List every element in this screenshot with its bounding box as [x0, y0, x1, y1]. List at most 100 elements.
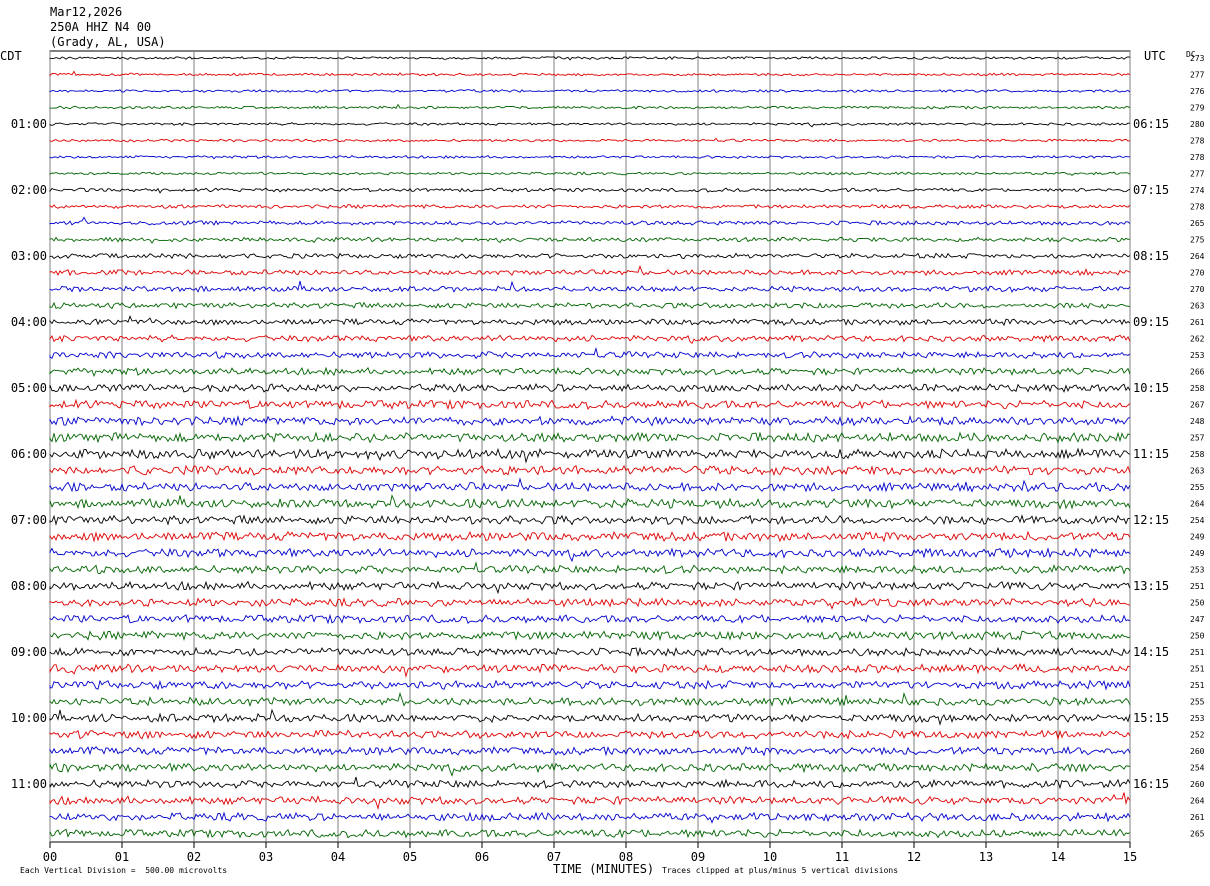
x-tick-label: 02: [187, 850, 201, 864]
dc-offset-label: 251: [1190, 582, 1205, 591]
trace-line: [49, 662, 1131, 678]
dc-offset-label: 278: [1190, 137, 1205, 146]
x-tick-label: 10: [763, 850, 777, 864]
dc-offset-label: 264: [1190, 500, 1205, 509]
trace-line: [49, 56, 1131, 61]
traces: [49, 56, 1131, 839]
plot-frame: [49, 50, 1131, 843]
dc-offset-label: 278: [1190, 153, 1205, 162]
left-hour-label: 08:00: [11, 579, 47, 593]
trace-line: [49, 431, 1131, 444]
trace-line: [49, 346, 1131, 360]
trace-line: [49, 301, 1131, 310]
x-tick-label: 12: [907, 850, 921, 864]
dc-offset-label: 280: [1190, 120, 1205, 129]
dc-offset-label: 264: [1190, 797, 1205, 806]
trace-line: [49, 691, 1131, 708]
x-tick-label: 09: [691, 850, 705, 864]
right-timezone-label: UTC: [1144, 49, 1166, 63]
dc-offset-label: 273: [1190, 54, 1205, 63]
x-tick-label: 14: [1051, 850, 1065, 864]
trace-line: [49, 811, 1131, 824]
dc-offset-label: 251: [1190, 681, 1205, 690]
trace-line: [49, 265, 1131, 277]
dc-offset-labels: 273 277 276 279 280 278 278 277 274 278 265 275 264 2…: [1190, 54, 1205, 839]
dc-offset-label: 257: [1190, 434, 1205, 443]
dc-offset-label: 250: [1190, 632, 1205, 641]
dc-offset-label: 277: [1190, 170, 1205, 179]
left-hour-label: 03:00: [11, 249, 47, 263]
dc-offset-label: 274: [1190, 186, 1205, 195]
dc-offset-label: 278: [1190, 203, 1205, 212]
x-axis-ticks: 00 01 02 03 04 05 06 07 08 09 10 11 12 13 14 15: [43, 842, 1137, 864]
dc-offset-label: 267: [1190, 401, 1205, 410]
dc-offset-label: 261: [1190, 813, 1205, 822]
right-hour-label: 11:15: [1133, 447, 1169, 461]
x-tick-label: 07: [547, 850, 561, 864]
right-time-labels: 06:15 07:15 08:15 09:15 10:15 11:15 12:15 13:15…: [1133, 117, 1169, 791]
header-date: Mar12,2026: [50, 5, 123, 19]
trace-line: [49, 216, 1131, 226]
right-hour-label: 15:15: [1133, 711, 1169, 725]
right-hour-label: 16:15: [1133, 777, 1169, 791]
x-tick-label: 00: [43, 850, 57, 864]
x-tick-label: 06: [475, 850, 489, 864]
dc-offset-label: 251: [1190, 648, 1205, 657]
trace-line: [49, 171, 1131, 176]
trace-line: [49, 137, 1131, 143]
dc-offset-label: 265: [1190, 830, 1205, 839]
trace-line: [49, 334, 1131, 345]
trace-line: [49, 646, 1131, 658]
dc-offset-label: 277: [1190, 71, 1205, 80]
trace-line: [49, 514, 1131, 526]
trace-line: [49, 187, 1131, 194]
trace-line: [49, 89, 1131, 93]
x-tick-label: 08: [619, 850, 633, 864]
left-hour-label: 06:00: [11, 447, 47, 461]
left-timezone-label: CDT: [0, 49, 22, 63]
trace-line: [49, 366, 1131, 378]
left-hour-label: 04:00: [11, 315, 47, 329]
trace-line: [49, 252, 1131, 260]
x-tick-label: 15: [1123, 850, 1137, 864]
trace-line: [49, 745, 1131, 757]
trace-line: [49, 613, 1131, 625]
trace-line: [49, 203, 1131, 210]
dc-offset-label: 252: [1190, 731, 1205, 740]
dc-offset-label: 279: [1190, 104, 1205, 113]
dc-offset-label: 248: [1190, 417, 1205, 426]
left-hour-label: 09:00: [11, 645, 47, 659]
trace-line: [49, 477, 1131, 493]
left-hour-label: 02:00: [11, 183, 47, 197]
trace-line: [49, 630, 1131, 642]
right-hour-label: 12:15: [1133, 513, 1169, 527]
dc-offset-label: 255: [1190, 483, 1205, 492]
dc-offset-label: 247: [1190, 615, 1205, 624]
dc-offset-label: 249: [1190, 549, 1205, 558]
trace-line: [49, 776, 1131, 790]
trace-line: [49, 561, 1131, 575]
x-axis-title: TIME (MINUTES): [553, 862, 655, 876]
x-tick-label: 01: [115, 850, 129, 864]
x-tick-label: 13: [979, 850, 993, 864]
left-time-labels: 01:00 02:00 03:00 04:00 05:00 06:00 07:00 08:00…: [11, 117, 47, 791]
trace-line: [49, 547, 1131, 563]
dc-offset-label: 275: [1190, 236, 1205, 245]
dc-offset-label: 249: [1190, 533, 1205, 542]
header-station: 250A HHZ N4 00: [50, 20, 152, 34]
trace-line: [49, 415, 1131, 427]
trace-line: [49, 708, 1131, 726]
dc-offset-label: 265: [1190, 219, 1205, 228]
right-hour-label: 07:15: [1133, 183, 1169, 197]
x-tick-label: 03: [259, 850, 273, 864]
dc-offset-label: 254: [1190, 516, 1205, 525]
trace-line: [49, 122, 1131, 128]
dc-offset-label: 263: [1190, 467, 1205, 476]
trace-line: [49, 792, 1131, 811]
trace-line: [49, 596, 1131, 610]
dc-offset-label: 253: [1190, 566, 1205, 575]
trace-line: [49, 280, 1131, 293]
dc-offset-label: 254: [1190, 764, 1205, 773]
trace-line: [49, 70, 1131, 77]
